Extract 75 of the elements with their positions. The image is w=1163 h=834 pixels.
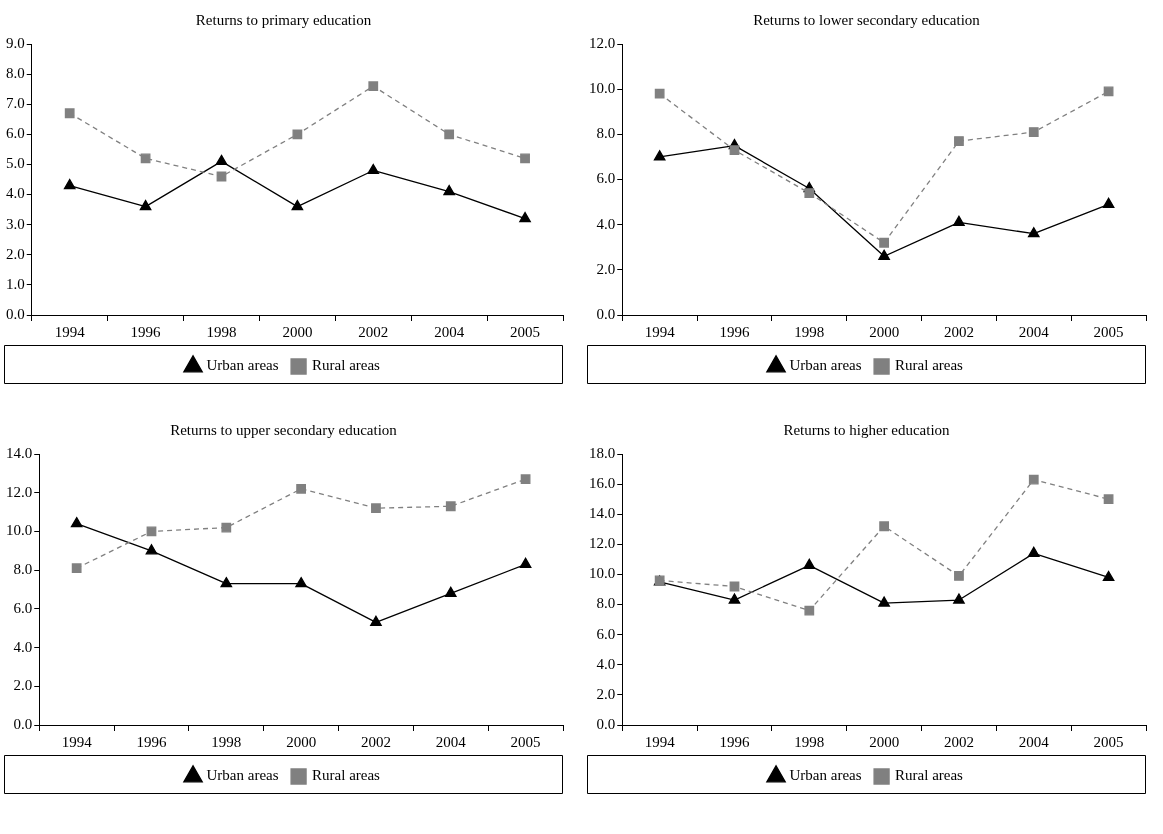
y-tick-label: 16.0 (589, 475, 616, 492)
y-tick-label: 18.0 (589, 444, 616, 461)
y-tick-label: 9.0 (6, 34, 25, 51)
y-tick-label: 4.0 (13, 638, 33, 655)
x-tick-label: 1996 (719, 323, 750, 340)
x-tick-label: 2002 (943, 323, 974, 340)
y-tick-label: 2.0 (596, 260, 616, 277)
x-tick-label: 2005 (1093, 733, 1124, 750)
y-tick-label: 10.0 (589, 80, 616, 97)
x-tick-label: 2002 (943, 733, 974, 750)
legend-label: Rural areas (895, 357, 964, 374)
x-tick-label: 2004 (435, 733, 467, 750)
chart-title: Returns to higher education (783, 421, 951, 438)
x-tick-label: 1998 (794, 733, 825, 750)
y-tick-label: 4.0 (596, 215, 616, 232)
y-tick-label: 7.0 (6, 95, 25, 112)
x-tick-label: 1994 (61, 733, 93, 750)
x-tick-label: 1996 (130, 323, 162, 340)
y-tick-label: 8.0 (13, 561, 33, 578)
x-tick-label: 1994 (54, 323, 86, 340)
x-tick-label: 2004 (1018, 323, 1050, 340)
legend-label: Urban areas (206, 357, 279, 374)
x-tick-label: 2002 (358, 323, 389, 340)
x-tick-label: 2002 (360, 733, 391, 750)
y-tick-label: 12.0 (589, 535, 616, 552)
y-tick-label: 10.0 (6, 522, 33, 539)
y-tick-label: 14.0 (589, 505, 616, 522)
x-tick-label: 1996 (719, 733, 750, 750)
y-tick-label: 0.0 (596, 715, 616, 732)
y-tick-label: 6.0 (6, 125, 25, 142)
x-tick-label: 2000 (286, 733, 317, 750)
y-tick-label: 10.0 (589, 565, 616, 582)
y-tick-label: 6.0 (13, 599, 33, 616)
x-tick-label: 2005 (510, 733, 541, 750)
y-tick-label: 8.0 (6, 65, 25, 82)
y-tick-label: 8.0 (596, 595, 616, 612)
x-tick-label: 2005 (510, 323, 541, 340)
y-tick-label: 4.0 (596, 655, 616, 672)
x-tick-label: 1994 (644, 323, 676, 340)
x-tick-label: 1998 (794, 323, 825, 340)
x-tick-label: 1998 (206, 323, 237, 340)
y-tick-label: 8.0 (596, 125, 616, 142)
y-tick-label: 2.0 (596, 685, 616, 702)
x-tick-label: 1998 (211, 733, 242, 750)
y-tick-label: 6.0 (596, 170, 616, 187)
chart-title: Returns to upper secondary education (170, 421, 398, 438)
x-tick-label: 1996 (136, 733, 167, 750)
chart-title: Returns to primary education (195, 11, 372, 28)
x-tick-label: 2004 (434, 323, 465, 340)
y-tick-label: 0.0 (6, 305, 25, 322)
legend-label: Urban areas (206, 767, 279, 784)
x-tick-label: 2005 (1093, 323, 1124, 340)
y-tick-label: 12.0 (589, 34, 616, 51)
legend-label: Urban areas (789, 357, 862, 374)
legend-label: Rural areas (312, 357, 381, 374)
y-tick-label: 1.0 (6, 275, 25, 292)
legend-label: Urban areas (789, 767, 862, 784)
y-tick-label: 2.0 (6, 245, 25, 262)
y-tick-label: 6.0 (596, 625, 616, 642)
x-tick-label: 2000 (869, 323, 900, 340)
y-tick-label: 5.0 (6, 155, 25, 172)
y-tick-label: 12.0 (6, 483, 33, 500)
legend-label: Rural areas (312, 767, 381, 784)
chart-title: Returns to lower secondary education (753, 11, 981, 28)
y-tick-label: 0.0 (13, 715, 33, 732)
y-tick-label: 4.0 (6, 185, 25, 202)
legend-label: Rural areas (895, 767, 964, 784)
x-tick-label: 2000 (869, 733, 900, 750)
y-tick-label: 2.0 (13, 677, 33, 694)
y-tick-label: 14.0 (6, 444, 33, 461)
x-tick-label: 1994 (644, 733, 676, 750)
x-tick-label: 2000 (282, 323, 313, 340)
y-tick-label: 3.0 (6, 215, 25, 232)
x-tick-label: 2004 (1018, 733, 1050, 750)
y-tick-label: 0.0 (596, 305, 616, 322)
